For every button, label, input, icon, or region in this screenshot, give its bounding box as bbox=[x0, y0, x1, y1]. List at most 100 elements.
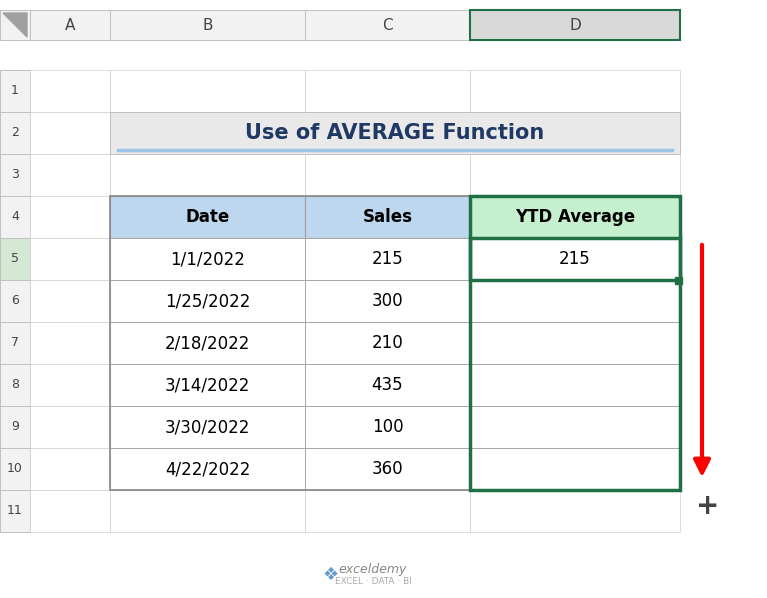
Bar bbox=[110, 448, 305, 490]
Bar bbox=[30, 406, 110, 448]
Bar bbox=[0, 238, 30, 280]
Text: 5: 5 bbox=[11, 252, 19, 266]
Bar bbox=[470, 280, 680, 322]
Bar bbox=[0, 10, 30, 40]
Bar bbox=[305, 406, 470, 448]
Bar bbox=[470, 322, 680, 364]
Bar bbox=[305, 70, 470, 112]
Text: EXCEL · DATA · BI: EXCEL · DATA · BI bbox=[334, 576, 411, 585]
Bar bbox=[305, 490, 470, 532]
Bar bbox=[305, 196, 470, 238]
Bar bbox=[30, 448, 110, 490]
Bar bbox=[470, 238, 680, 280]
Bar bbox=[0, 112, 30, 154]
Bar bbox=[110, 280, 305, 322]
Text: YTD Average: YTD Average bbox=[515, 208, 635, 226]
Bar bbox=[30, 70, 110, 112]
Bar bbox=[305, 448, 470, 490]
Text: 300: 300 bbox=[372, 292, 403, 310]
Bar bbox=[0, 448, 30, 490]
Text: 7: 7 bbox=[11, 337, 19, 349]
Text: 100: 100 bbox=[372, 418, 403, 436]
Text: ❖: ❖ bbox=[323, 566, 339, 584]
Text: D: D bbox=[569, 17, 581, 32]
Text: 2/18/2022: 2/18/2022 bbox=[165, 334, 250, 352]
Bar bbox=[470, 364, 680, 406]
Bar bbox=[305, 406, 470, 448]
Bar bbox=[470, 406, 680, 448]
Bar bbox=[0, 406, 30, 448]
Bar bbox=[110, 112, 680, 154]
Bar bbox=[305, 364, 470, 406]
Bar bbox=[30, 364, 110, 406]
Bar bbox=[470, 154, 680, 196]
Bar bbox=[305, 196, 470, 238]
Bar bbox=[30, 196, 110, 238]
Bar bbox=[30, 280, 110, 322]
Bar bbox=[110, 154, 305, 196]
Text: Date: Date bbox=[186, 208, 229, 226]
Bar bbox=[675, 277, 682, 284]
Bar bbox=[470, 196, 680, 238]
Bar bbox=[0, 280, 30, 322]
Bar bbox=[30, 238, 110, 280]
Bar bbox=[110, 196, 305, 238]
Bar bbox=[305, 448, 470, 490]
Bar bbox=[305, 280, 470, 322]
Text: A: A bbox=[65, 17, 75, 32]
Bar bbox=[110, 322, 305, 364]
Text: 360: 360 bbox=[372, 460, 403, 478]
Bar bbox=[110, 238, 305, 280]
Bar bbox=[470, 406, 680, 448]
Text: 6: 6 bbox=[11, 294, 19, 307]
Text: +: + bbox=[696, 492, 719, 520]
Text: 435: 435 bbox=[372, 376, 403, 394]
Bar bbox=[110, 196, 305, 238]
Text: exceldemy: exceldemy bbox=[339, 563, 407, 576]
Bar bbox=[470, 280, 680, 322]
Bar bbox=[110, 364, 305, 406]
Bar bbox=[110, 280, 305, 322]
Text: 215: 215 bbox=[372, 250, 403, 268]
Text: 3: 3 bbox=[11, 169, 19, 182]
Bar bbox=[110, 448, 305, 490]
Bar bbox=[470, 448, 680, 490]
Text: 1/1/2022: 1/1/2022 bbox=[170, 250, 245, 268]
Text: B: B bbox=[202, 17, 212, 32]
Bar bbox=[470, 196, 680, 238]
Text: 11: 11 bbox=[7, 505, 23, 517]
Bar bbox=[110, 406, 305, 448]
Text: 1/25/2022: 1/25/2022 bbox=[165, 292, 250, 310]
Text: 4/22/2022: 4/22/2022 bbox=[165, 460, 250, 478]
Bar bbox=[305, 154, 470, 196]
Text: Use of AVERAGE Function: Use of AVERAGE Function bbox=[245, 123, 545, 143]
Bar bbox=[470, 196, 680, 490]
Text: 10: 10 bbox=[7, 462, 23, 475]
Bar bbox=[470, 238, 680, 280]
Bar bbox=[0, 364, 30, 406]
Bar bbox=[110, 322, 305, 364]
Bar bbox=[110, 112, 305, 154]
Bar bbox=[30, 154, 110, 196]
Bar bbox=[110, 406, 305, 448]
Bar bbox=[305, 112, 470, 154]
Text: 8: 8 bbox=[11, 379, 19, 392]
Bar bbox=[305, 10, 470, 40]
Bar bbox=[470, 490, 680, 532]
Bar bbox=[305, 238, 470, 280]
Bar bbox=[110, 490, 305, 532]
Bar bbox=[0, 322, 30, 364]
Bar bbox=[305, 280, 470, 322]
Text: 2: 2 bbox=[11, 127, 19, 139]
Bar bbox=[470, 10, 680, 40]
Bar bbox=[110, 364, 305, 406]
Bar bbox=[110, 10, 305, 40]
Bar bbox=[470, 322, 680, 364]
Text: 3/14/2022: 3/14/2022 bbox=[165, 376, 250, 394]
Text: 4: 4 bbox=[11, 210, 19, 224]
Text: 3/30/2022: 3/30/2022 bbox=[165, 418, 250, 436]
Text: 1: 1 bbox=[11, 84, 19, 97]
Bar bbox=[0, 490, 30, 532]
Polygon shape bbox=[3, 13, 27, 37]
Text: 9: 9 bbox=[11, 420, 19, 434]
